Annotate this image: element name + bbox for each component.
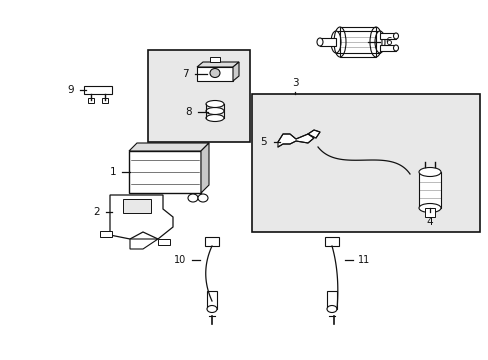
- Ellipse shape: [418, 203, 440, 212]
- Bar: [129, 151, 201, 193]
- Text: 2: 2: [93, 207, 100, 217]
- Bar: [251, 94, 479, 232]
- Text: 3: 3: [291, 78, 298, 88]
- Bar: [100, 231, 112, 237]
- Bar: [206, 291, 217, 309]
- Text: 11: 11: [357, 255, 369, 265]
- Ellipse shape: [205, 114, 224, 122]
- Ellipse shape: [198, 194, 207, 202]
- Polygon shape: [307, 130, 319, 138]
- Text: 1: 1: [109, 167, 116, 177]
- Ellipse shape: [209, 68, 220, 77]
- Ellipse shape: [205, 100, 224, 108]
- Polygon shape: [129, 143, 208, 151]
- Ellipse shape: [418, 167, 440, 176]
- Bar: [325, 237, 338, 246]
- Text: 6: 6: [384, 37, 391, 47]
- Ellipse shape: [316, 38, 323, 46]
- Text: 8: 8: [185, 107, 192, 117]
- Bar: [197, 67, 232, 81]
- Ellipse shape: [206, 306, 217, 312]
- Bar: [158, 239, 170, 245]
- Ellipse shape: [393, 33, 398, 39]
- Ellipse shape: [187, 194, 198, 202]
- Polygon shape: [110, 195, 173, 239]
- Bar: [102, 98, 108, 103]
- Polygon shape: [201, 143, 208, 193]
- Text: 5: 5: [260, 137, 266, 147]
- Bar: [379, 33, 395, 39]
- Ellipse shape: [205, 108, 224, 114]
- Bar: [339, 27, 375, 57]
- Bar: [379, 45, 395, 51]
- Bar: [424, 208, 434, 217]
- Text: 7: 7: [182, 69, 189, 79]
- Polygon shape: [197, 62, 239, 67]
- Polygon shape: [278, 134, 313, 147]
- Ellipse shape: [330, 31, 340, 53]
- Polygon shape: [130, 239, 158, 249]
- Ellipse shape: [326, 306, 336, 312]
- Text: 9: 9: [67, 85, 74, 95]
- Bar: [204, 237, 219, 246]
- Text: 4: 4: [426, 217, 432, 227]
- Text: 10: 10: [173, 255, 185, 265]
- Bar: [209, 57, 220, 62]
- Bar: [418, 172, 440, 208]
- Bar: [335, 31, 379, 53]
- Bar: [123, 199, 151, 213]
- Bar: [319, 38, 335, 46]
- Bar: [326, 291, 336, 309]
- Bar: [84, 86, 112, 94]
- Bar: [148, 50, 249, 142]
- Bar: [88, 98, 94, 103]
- Polygon shape: [232, 62, 239, 81]
- Ellipse shape: [374, 31, 384, 53]
- Ellipse shape: [393, 45, 398, 51]
